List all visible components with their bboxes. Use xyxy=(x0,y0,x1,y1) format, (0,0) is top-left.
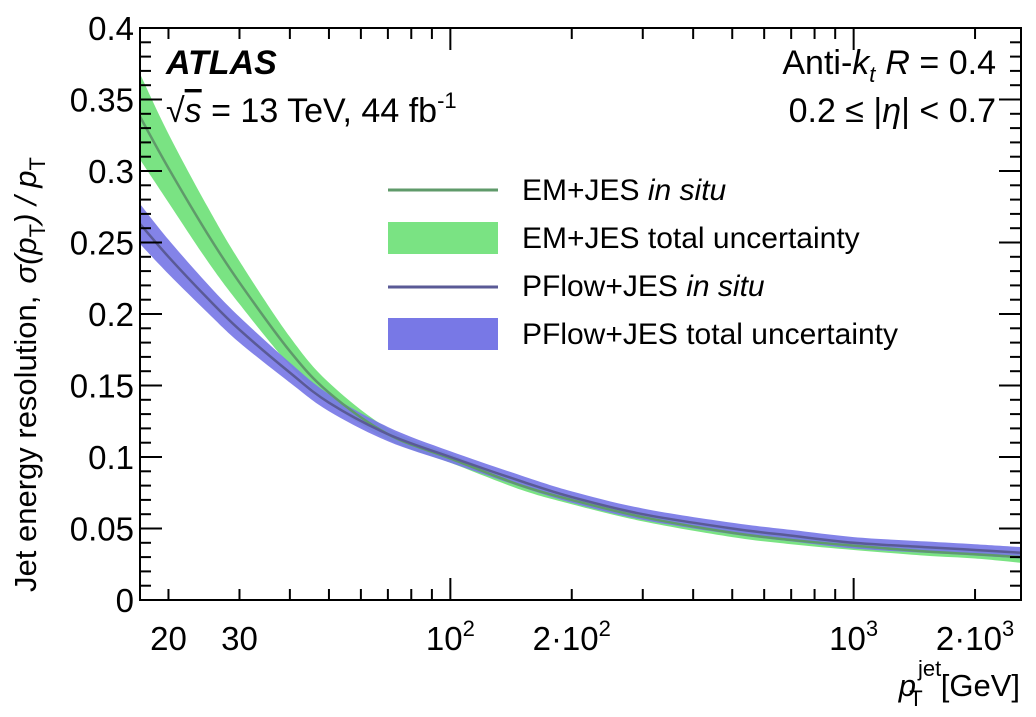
energy-label: √s = 13 TeV, 44 fb-1 xyxy=(166,88,457,130)
legend: EM+JES in situ EM+JES total uncertainty … xyxy=(388,174,898,351)
legend-entry-em-band: EM+JES total uncertainty xyxy=(522,222,860,255)
y-tick-label: 0.35 xyxy=(70,82,134,119)
x-axis-title: pjet T [GeV] xyxy=(898,656,1020,711)
x-tick-label: 102 xyxy=(426,616,475,657)
legend-swatch-em-band xyxy=(388,222,498,254)
legend-swatch-pflow-band xyxy=(388,318,498,350)
y-tick-label: 0.05 xyxy=(70,511,134,548)
y-tick-label: 0.4 xyxy=(88,10,134,47)
x-tick-label: 2·102 xyxy=(533,616,611,657)
x-tick-label: 20 xyxy=(150,620,187,657)
x-tick-labels: 20 30 102 2·102 103 2·103 xyxy=(150,616,1014,657)
y-tick-label: 0.2 xyxy=(88,296,134,333)
y-axis-title: Jet energy resolution,σ(pT) / pT xyxy=(8,157,50,592)
y-tick-label: 0.1 xyxy=(88,439,134,476)
x-tick-label: 30 xyxy=(221,620,258,657)
y-tick-label: 0 xyxy=(116,582,134,619)
line-pflow-jes xyxy=(139,223,1022,555)
y-tick-labels: 0 0.05 0.1 0.15 0.2 0.25 0.3 0.35 0.4 xyxy=(70,10,134,619)
y-tick-label: 0.3 xyxy=(88,153,134,190)
x-tick-label: 103 xyxy=(829,616,878,657)
legend-entry-pflow-line: PFlow+JES in situ xyxy=(522,270,765,303)
legend-entry-em-line: EM+JES in situ xyxy=(522,174,727,207)
line-em-jes xyxy=(138,116,1022,559)
legend-entry-pflow-band: PFlow+JES total uncertainty xyxy=(522,318,898,351)
eta-range-label: 0.2 ≤ |η| < 0.7 xyxy=(789,92,996,130)
atlas-label: ATLAS xyxy=(165,44,277,82)
central-lines xyxy=(138,116,1022,559)
algorithm-label: Anti-kt R = 0.4 xyxy=(782,44,996,87)
x-tick-label: 2·103 xyxy=(936,616,1014,657)
y-tick-label: 0.15 xyxy=(70,368,134,405)
y-tick-label: 0.25 xyxy=(70,225,134,262)
plot-frame xyxy=(139,27,1022,601)
